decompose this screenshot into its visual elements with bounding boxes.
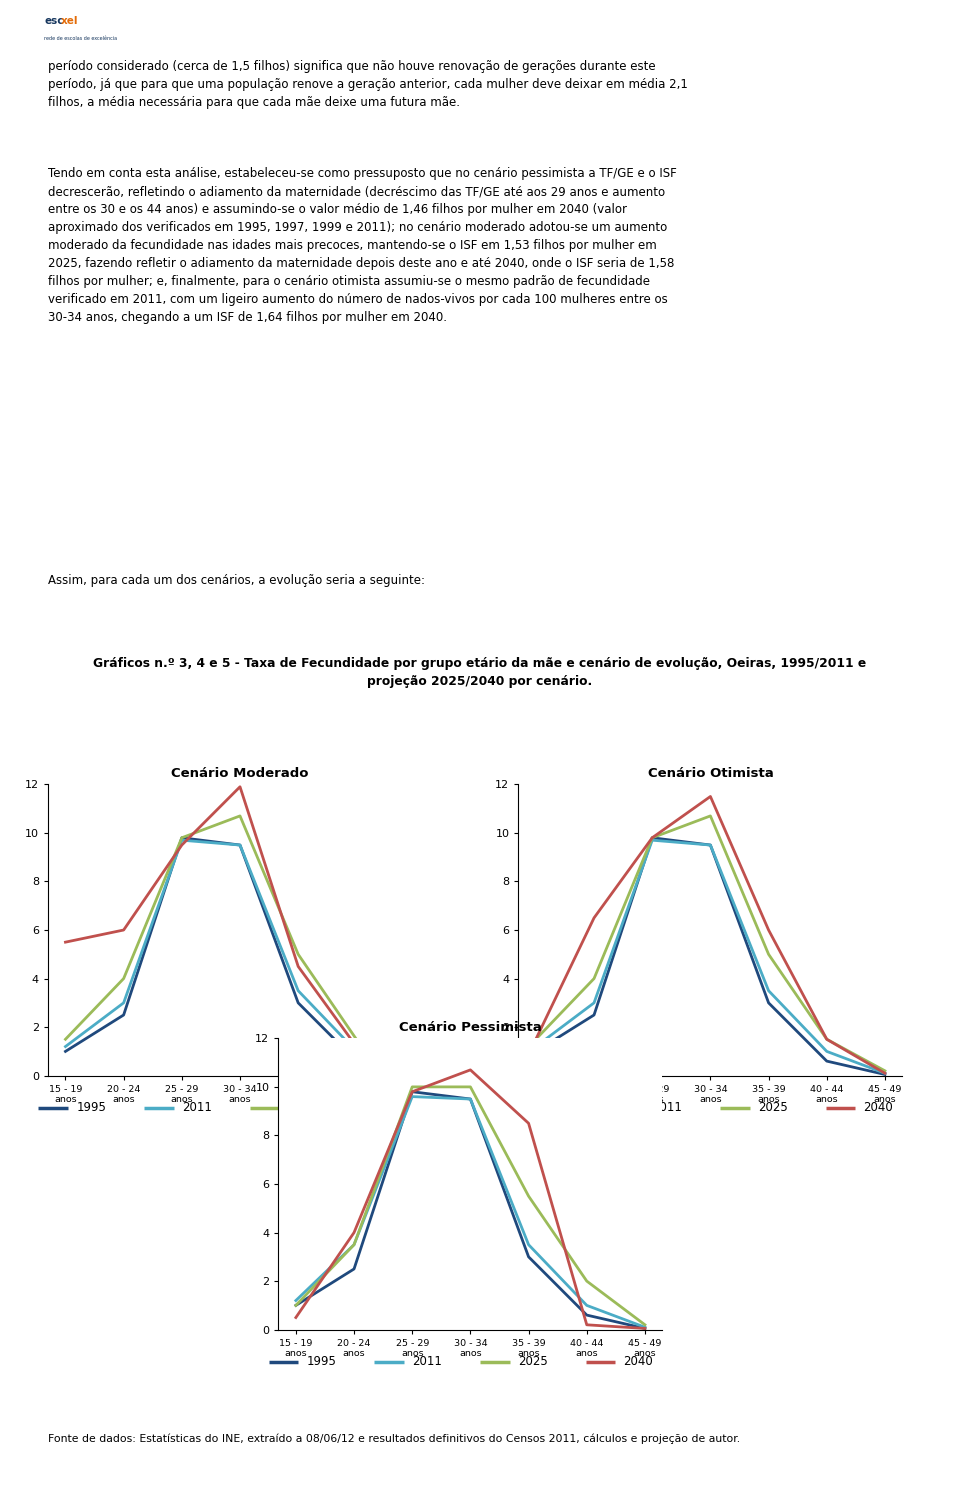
Text: Tendo em conta esta análise, estabeleceu-se como pressuposto que no cenário pess: Tendo em conta esta análise, estabeleceu… (48, 167, 677, 324)
Text: Gráficos n.º 3, 4 e 5 - Taxa de Fecundidade por grupo etário da mãe e cenário de: Gráficos n.º 3, 4 e 5 - Taxa de Fecundid… (93, 657, 867, 689)
Text: 2040: 2040 (624, 1355, 654, 1369)
Text: 2011: 2011 (653, 1101, 683, 1115)
Text: Diagnóstico Demográfico e Projeção da População do Município de Oeiras: Diagnóstico Demográfico e Projeção da Po… (234, 19, 812, 34)
Title: Cenário Otimista: Cenário Otimista (648, 768, 773, 780)
Text: período considerado (cerca de 1,5 filhos) significa que não houve renovação de g: período considerado (cerca de 1,5 filhos… (48, 60, 688, 109)
Text: 2025: 2025 (758, 1101, 788, 1115)
Text: 14: 14 (927, 19, 948, 34)
Text: 1995: 1995 (77, 1101, 107, 1115)
Text: 1995: 1995 (307, 1355, 337, 1369)
Text: 2011: 2011 (413, 1355, 443, 1369)
Text: 2011: 2011 (182, 1101, 212, 1115)
Text: rede de escolas de excelência: rede de escolas de excelência (44, 36, 117, 42)
Text: esc: esc (44, 16, 63, 25)
Text: 2040: 2040 (864, 1101, 894, 1115)
Text: xel: xel (60, 16, 78, 25)
Text: Fonte de dados: Estatísticas do INE, extraído a 08/06/12 e resultados definitivo: Fonte de dados: Estatísticas do INE, ext… (48, 1434, 740, 1445)
Text: 2025: 2025 (518, 1355, 548, 1369)
Title: Cenário Moderado: Cenário Moderado (171, 768, 309, 780)
Bar (2, 3, 86, 52)
Title: Cenário Pessimista: Cenário Pessimista (399, 1022, 541, 1034)
Text: 2040: 2040 (394, 1101, 423, 1115)
Text: Assim, para cada um dos cenários, a evolução seria a seguinte:: Assim, para cada um dos cenários, a evol… (48, 574, 425, 587)
Text: 2025: 2025 (288, 1101, 318, 1115)
Text: 1995: 1995 (547, 1101, 577, 1115)
